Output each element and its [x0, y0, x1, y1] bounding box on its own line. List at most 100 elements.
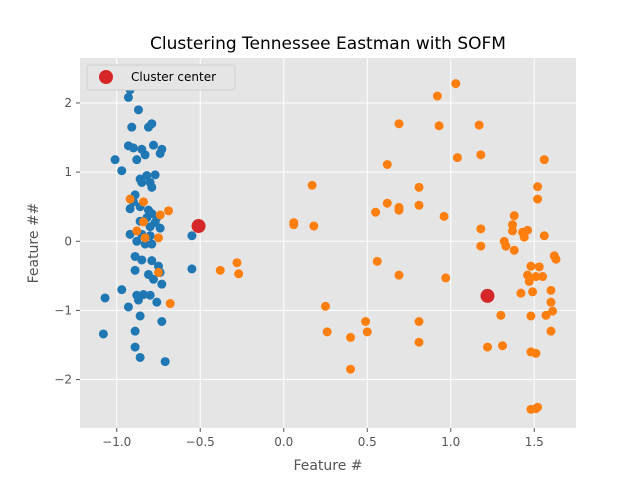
data-point-series-2: [165, 299, 175, 309]
data-point-series-2: [551, 254, 561, 264]
data-point-series-1: [132, 236, 142, 246]
data-point-series-1: [130, 251, 140, 261]
ticks: −1.0 −0.5 0.0 0.5 1.0 1.5 −2 −1 0 1 2: [54, 96, 543, 449]
data-point-series-1: [148, 140, 158, 150]
legend: Cluster center: [86, 64, 236, 91]
data-point-series-2: [519, 232, 529, 242]
data-point-series-2: [441, 273, 451, 283]
data-point-series-2: [232, 258, 242, 268]
x-axis-label: Feature #: [293, 458, 362, 474]
grid: [80, 58, 576, 428]
data-point-series-1: [117, 285, 127, 295]
y-tick-label: 2: [64, 96, 72, 110]
data-point-series-1: [125, 229, 135, 239]
data-point-series-2: [534, 262, 544, 272]
data-point-series-2: [439, 211, 449, 221]
data-point-series-2: [138, 197, 148, 207]
data-point-series-2: [476, 224, 486, 234]
data-point-series-2: [382, 160, 392, 170]
data-point-series-1: [150, 170, 160, 180]
data-point-series-2: [138, 217, 148, 227]
cluster-center-point: [191, 219, 206, 234]
data-point-series-2: [346, 332, 356, 342]
y-tick-label: 1: [64, 165, 72, 179]
data-point-series-2: [476, 241, 486, 251]
data-point-series-1: [132, 155, 142, 165]
data-point-series-2: [539, 155, 549, 165]
data-point-series-2: [125, 194, 135, 204]
data-point-series-2: [548, 306, 558, 316]
y-tick-label: −1: [54, 303, 72, 317]
data-point-series-1: [133, 295, 143, 305]
data-point-series-1: [187, 264, 197, 274]
data-point-series-1: [160, 357, 170, 367]
data-point-series-2: [533, 402, 543, 412]
data-point-series-1: [148, 274, 158, 284]
data-point-series-2: [541, 310, 551, 320]
chart-title: Clustering Tennessee Eastman with SOFM: [150, 34, 506, 54]
cluster-center-point: [480, 288, 495, 303]
data-point-series-2: [451, 79, 461, 89]
data-point-series-1: [147, 256, 157, 266]
data-point-series-1: [143, 122, 153, 132]
data-point-series-1: [130, 326, 140, 336]
data-point-series-2: [322, 327, 332, 337]
data-point-series-1: [157, 279, 167, 289]
data-point-series-1: [130, 265, 140, 275]
data-point-series-2: [320, 301, 330, 311]
x-tick-label: −1.0: [102, 435, 131, 449]
data-point-series-2: [434, 121, 444, 131]
data-point-series-1: [100, 293, 110, 303]
data-point-series-2: [361, 316, 371, 326]
data-point-series-1: [150, 218, 160, 228]
data-point-series-1: [127, 122, 137, 132]
data-point-series-1: [137, 177, 147, 187]
data-point-series-2: [164, 206, 174, 216]
data-point-series-1: [140, 239, 150, 249]
data-point-series-1: [157, 316, 167, 326]
data-point-series-2: [474, 120, 484, 130]
x-tick-label: −0.5: [186, 435, 215, 449]
data-point-series-2: [528, 287, 538, 297]
data-point-series-1: [152, 297, 162, 307]
data-point-series-1: [147, 182, 157, 192]
data-point-series-2: [394, 119, 404, 129]
data-point-series-2: [524, 276, 534, 286]
data-point-series-2: [509, 211, 519, 221]
data-point-series-1: [130, 342, 140, 352]
data-point-series-1: [137, 255, 147, 265]
legend-box: [86, 64, 236, 91]
cluster-centers: [191, 219, 495, 303]
data-point-series-1: [123, 92, 133, 102]
data-point-series-1: [187, 231, 197, 241]
data-point-series-1: [128, 143, 138, 153]
data-point-series-2: [414, 337, 424, 347]
data-point-series-2: [414, 316, 424, 326]
data-point-series-2: [508, 226, 518, 236]
data-point-series-2: [452, 153, 462, 163]
data-point-series-2: [496, 310, 506, 320]
data-point-series-2: [289, 220, 299, 230]
data-point-series-1: [147, 239, 157, 249]
data-point-series-1: [142, 171, 152, 181]
data-point-series-2: [508, 220, 518, 230]
data-point-series-2: [476, 150, 486, 160]
data-point-series-2: [346, 364, 356, 374]
x-tick-label: 1.5: [525, 435, 544, 449]
x-tick-label: 1.0: [441, 435, 460, 449]
data-points: [98, 72, 561, 414]
data-point-series-2: [509, 245, 519, 255]
y-axis-label: Feature ##: [26, 203, 42, 284]
data-point-series-2: [531, 348, 541, 358]
data-point-series-2: [539, 231, 549, 241]
data-point-series-1: [135, 352, 145, 362]
data-point-series-2: [526, 311, 536, 321]
legend-label-cluster-center: Cluster center: [131, 70, 216, 84]
data-point-series-2: [498, 341, 508, 351]
data-point-series-2: [372, 256, 382, 266]
data-point-series-1: [145, 290, 155, 300]
data-point-series-1: [135, 311, 145, 321]
data-point-series-2: [153, 233, 163, 243]
data-point-series-2: [371, 207, 381, 217]
